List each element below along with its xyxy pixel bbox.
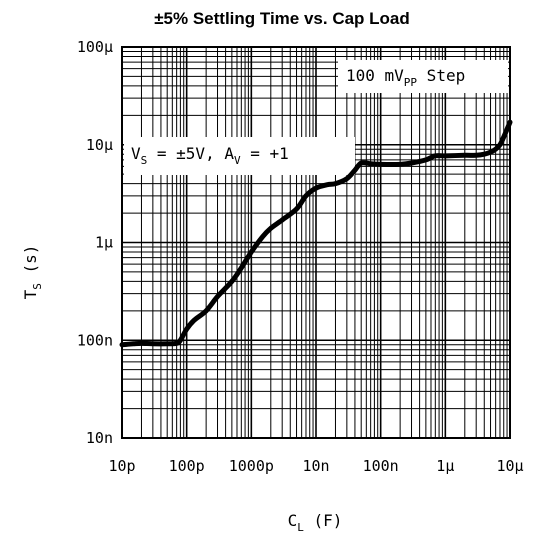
chart-title: ±5% Settling Time vs. Cap Load [154,9,410,28]
y-tick-label: 100µ [77,38,113,56]
y-tick-label: 1µ [95,234,113,252]
x-tick-label: 1µ [436,457,454,475]
x-tick-label: 10p [108,457,135,475]
y-tick-label: 10n [86,429,113,447]
x-axis-ticks: 10p 100p 1000p 10n 100n 1µ 10µ [108,457,523,475]
annotation-text: VS = ±5V, AV = +1 [131,144,289,167]
x-tick-label: 10n [302,457,329,475]
plot-frame [121,46,511,439]
annotations: 100 mVPP Step VS = ±5V, AV = +1 [124,60,508,175]
y-axis-ticks: 10n 100n 1µ 10µ 100µ [77,38,113,447]
y-tick-label: 100n [77,331,113,349]
annotation-box [338,60,508,93]
x-tick-label: 100n [363,457,399,475]
x-axis-label: CL (F) [288,511,343,534]
series-line-0 [119,119,513,348]
x-tick-label: 10µ [496,457,523,475]
x-tick-label: 1000p [229,457,274,475]
y-tick-label: 10µ [86,136,113,154]
y-axis-label: TS (s) [21,245,44,300]
annotation-upper-left: VS = ±5V, AV = +1 [124,137,355,175]
annotation-top-right: 100 mVPP Step [338,60,508,93]
series-layer [119,119,513,348]
annotation-box [124,137,355,175]
x-tick-label: 100p [169,457,205,475]
annotation-text: 100 mVPP Step [346,66,465,89]
grid [121,47,510,439]
